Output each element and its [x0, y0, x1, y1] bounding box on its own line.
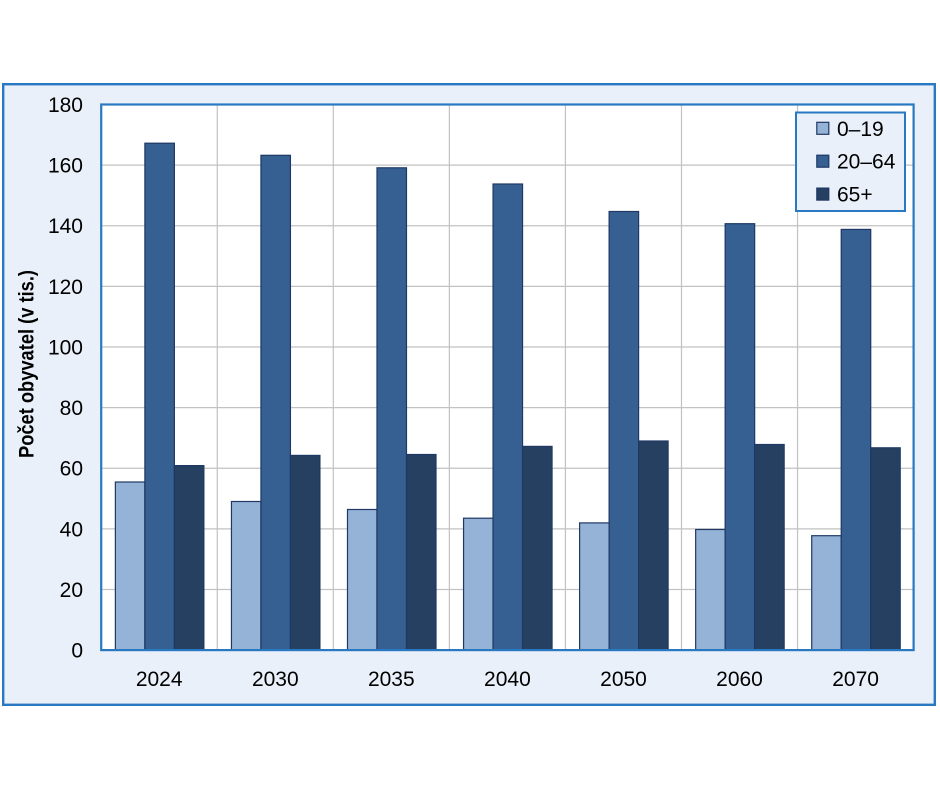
- svg-text:2035: 2035: [368, 668, 415, 691]
- svg-text:80: 80: [60, 397, 83, 420]
- svg-text:2040: 2040: [484, 668, 531, 691]
- svg-text:2024: 2024: [136, 668, 183, 691]
- svg-text:140: 140: [48, 215, 83, 238]
- svg-text:60: 60: [60, 458, 83, 481]
- svg-text:20: 20: [60, 579, 83, 602]
- svg-text:180: 180: [48, 94, 83, 117]
- svg-text:2060: 2060: [716, 668, 763, 691]
- svg-text:120: 120: [48, 276, 83, 299]
- svg-text:0: 0: [71, 640, 83, 663]
- svg-text:40: 40: [60, 518, 83, 541]
- svg-text:2050: 2050: [600, 668, 647, 691]
- svg-text:65+: 65+: [837, 184, 873, 207]
- svg-text:Počet obyvatel (v tis.): Počet obyvatel (v tis.): [16, 270, 39, 458]
- svg-text:0–19: 0–19: [837, 118, 884, 141]
- svg-text:2070: 2070: [832, 668, 879, 691]
- svg-text:2030: 2030: [252, 668, 299, 691]
- svg-text:160: 160: [48, 155, 83, 178]
- svg-text:100: 100: [48, 337, 83, 360]
- svg-text:20–64: 20–64: [837, 151, 896, 174]
